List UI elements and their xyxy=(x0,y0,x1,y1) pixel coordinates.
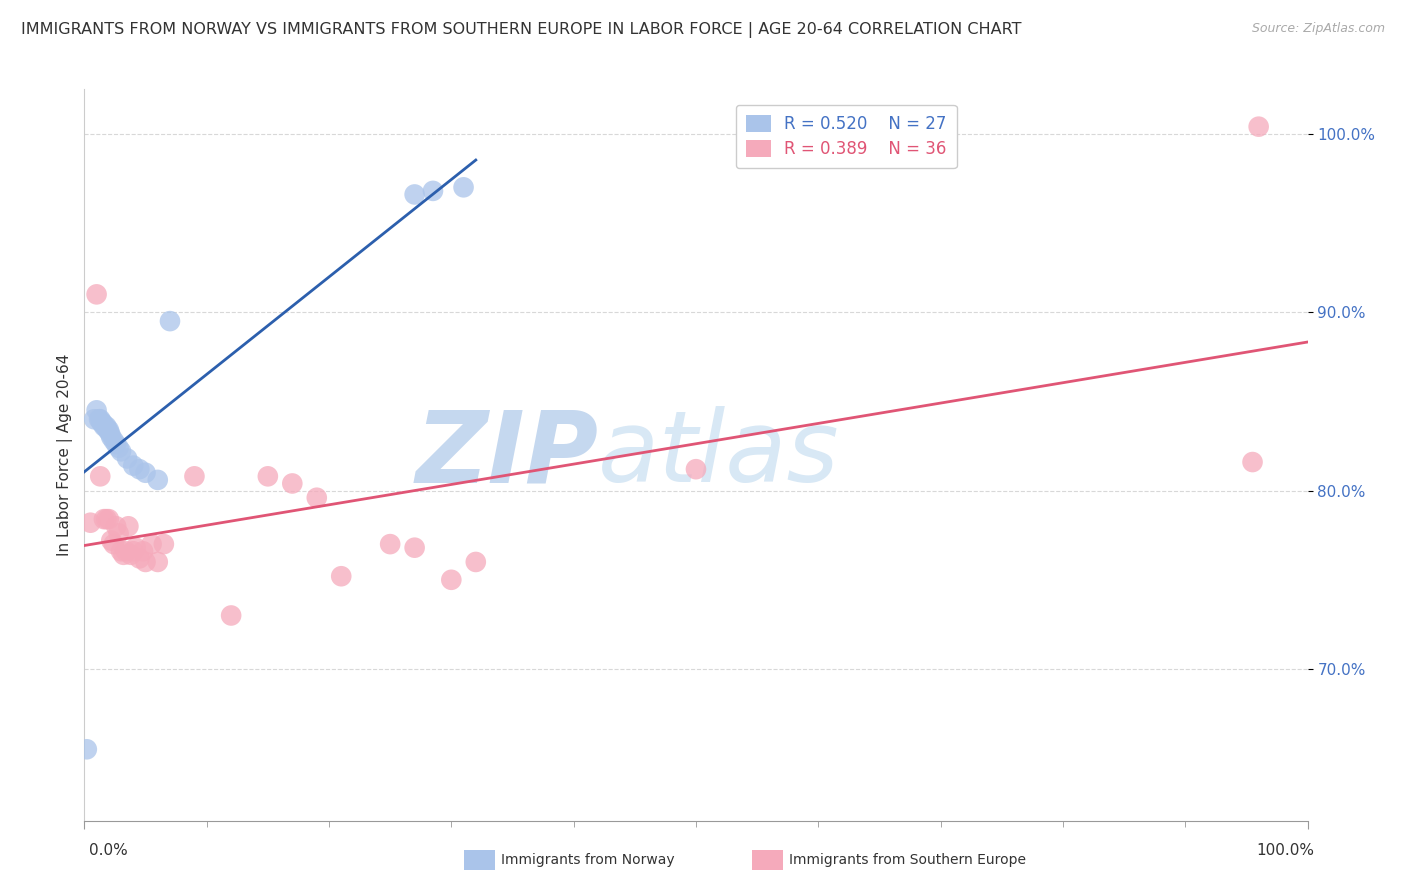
Point xyxy=(83,412,105,426)
Point xyxy=(404,541,426,555)
Y-axis label: In Labor Force | Age 20-64: In Labor Force | Age 20-64 xyxy=(58,354,73,556)
Point xyxy=(98,426,121,441)
Text: Source: ZipAtlas.com: Source: ZipAtlas.com xyxy=(1251,22,1385,36)
Point xyxy=(122,544,145,558)
Point xyxy=(120,548,142,562)
Point xyxy=(112,548,135,562)
Point xyxy=(685,462,707,476)
Point xyxy=(86,403,108,417)
Point xyxy=(103,537,125,551)
Point xyxy=(159,314,181,328)
Text: 100.0%: 100.0% xyxy=(1257,843,1315,858)
Point xyxy=(122,458,145,473)
Point xyxy=(305,491,328,505)
Point xyxy=(89,469,111,483)
Point xyxy=(79,516,101,530)
Point xyxy=(100,533,122,548)
Point xyxy=(440,573,463,587)
Point xyxy=(91,416,114,430)
Point xyxy=(257,469,280,483)
Point xyxy=(115,451,138,466)
Point xyxy=(281,476,304,491)
Point xyxy=(107,526,129,541)
Point xyxy=(183,469,205,483)
Point xyxy=(96,512,118,526)
Point xyxy=(97,423,120,437)
Point xyxy=(89,412,111,426)
Point xyxy=(103,434,125,448)
Text: Immigrants from Norway: Immigrants from Norway xyxy=(501,853,673,867)
Text: ZIP: ZIP xyxy=(415,407,598,503)
Point xyxy=(135,466,157,480)
Point xyxy=(107,441,129,455)
Point xyxy=(100,430,122,444)
Point xyxy=(128,462,150,476)
Point xyxy=(93,419,115,434)
Point xyxy=(141,537,163,551)
Text: IMMIGRANTS FROM NORWAY VS IMMIGRANTS FROM SOUTHERN EUROPE IN LABOR FORCE | AGE 2: IMMIGRANTS FROM NORWAY VS IMMIGRANTS FRO… xyxy=(21,22,1022,38)
Point xyxy=(146,473,169,487)
Point xyxy=(110,544,132,558)
Point xyxy=(128,551,150,566)
Point xyxy=(1247,120,1270,134)
Point xyxy=(404,187,426,202)
Point xyxy=(86,287,108,301)
Point xyxy=(117,519,139,533)
Point xyxy=(97,512,120,526)
Point xyxy=(453,180,475,194)
Point xyxy=(94,419,117,434)
Point xyxy=(93,512,115,526)
Point xyxy=(125,541,148,555)
Point xyxy=(110,444,132,458)
Point xyxy=(97,423,120,437)
Point xyxy=(330,569,353,583)
Legend: R = 0.520    N = 27, R = 0.389    N = 36: R = 0.520 N = 27, R = 0.389 N = 36 xyxy=(735,105,956,168)
Point xyxy=(135,555,157,569)
Point xyxy=(422,184,444,198)
Text: Immigrants from Southern Europe: Immigrants from Southern Europe xyxy=(789,853,1026,867)
Point xyxy=(90,416,112,430)
Point xyxy=(132,544,155,558)
Point xyxy=(380,537,402,551)
Point xyxy=(1241,455,1264,469)
Point xyxy=(153,537,176,551)
Point xyxy=(105,519,128,533)
Point xyxy=(219,608,242,623)
Point xyxy=(96,419,118,434)
Text: atlas: atlas xyxy=(598,407,839,503)
Point xyxy=(76,742,98,756)
Point xyxy=(146,555,169,569)
Text: 0.0%: 0.0% xyxy=(89,843,128,858)
Point xyxy=(87,412,110,426)
Point xyxy=(115,544,138,558)
Point xyxy=(464,555,486,569)
Point xyxy=(105,437,128,451)
